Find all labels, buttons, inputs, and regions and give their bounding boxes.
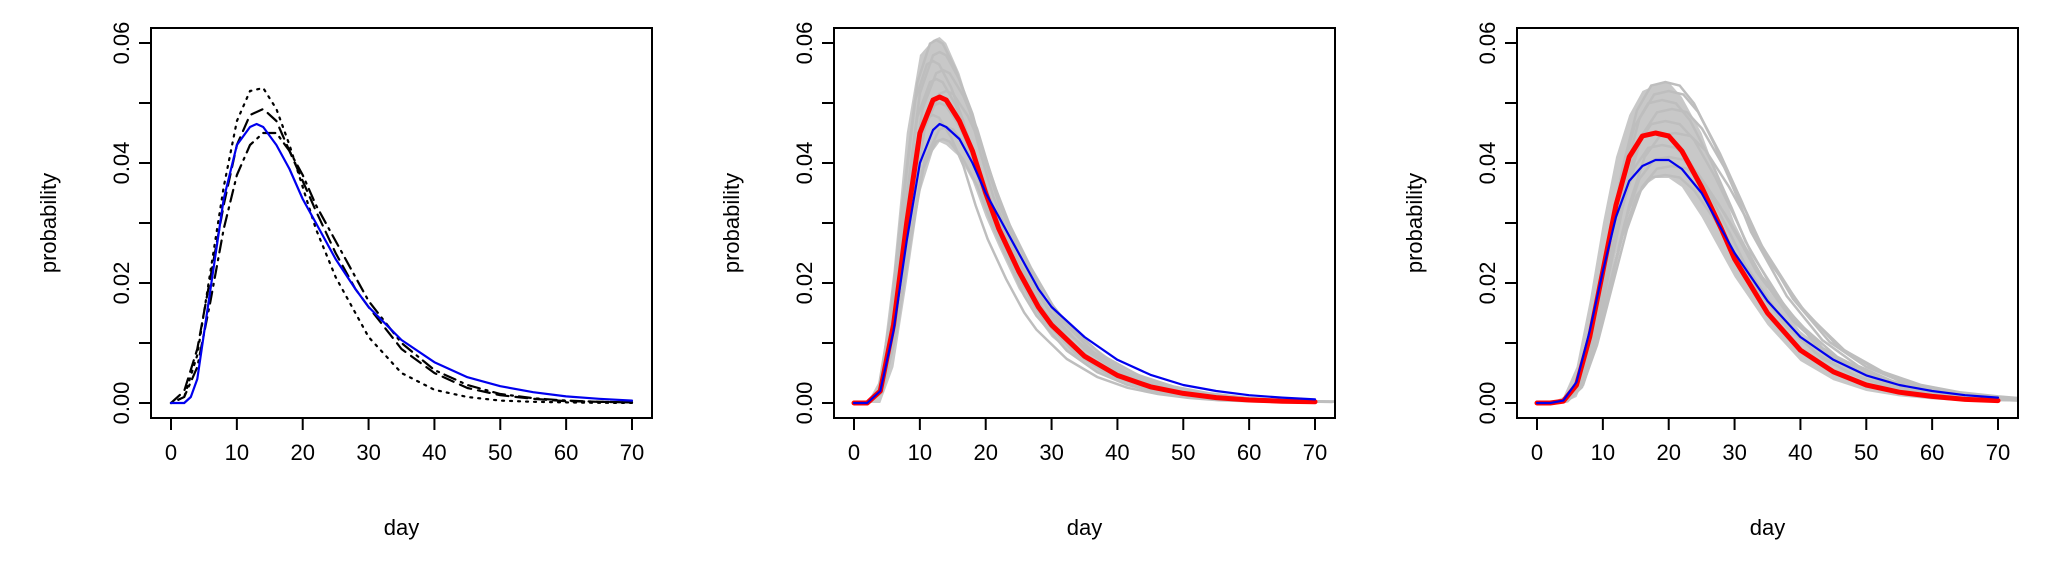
x-tick-label: 70 (620, 440, 644, 465)
series-group (169, 86, 634, 405)
panel-3: 0 10 20 30 40 50 60 70 0.00 0.02 0.04 0.06 day probab… (1402, 22, 2019, 540)
y-tick-label: 0.02 (792, 262, 817, 305)
x-tick-label: 50 (1854, 440, 1878, 465)
y-axis-title: probability (36, 173, 61, 273)
y-tick-label: 0.00 (1475, 382, 1500, 425)
series-line-dotdash-2 (169, 131, 634, 405)
y-tick-label: 0.02 (1475, 262, 1500, 305)
panel-2: 0 10 20 30 40 50 60 70 0.00 0.02 0.04 0.06 day probab… (719, 22, 1336, 540)
x-tick-label: 60 (1920, 440, 1944, 465)
x-tick-label: 30 (356, 440, 380, 465)
series-group (1534, 130, 2001, 406)
y-tick-label: 0.06 (1475, 22, 1500, 65)
y-axis-title: probability (719, 173, 744, 273)
x-tick-label: 30 (1039, 440, 1063, 465)
ensemble-band (854, 37, 1315, 403)
y-tick-label: 0.02 (109, 262, 134, 305)
x-tick-label: 0 (165, 440, 177, 465)
y-tick-label: 0.06 (792, 22, 817, 65)
y-tick-label: 0.04 (792, 142, 817, 185)
x-tick-label: 0 (1531, 440, 1543, 465)
x-tick-label: 70 (1986, 440, 2010, 465)
x-tick-label: 50 (488, 440, 512, 465)
y-tick-label: 0.00 (792, 382, 817, 425)
ensemble-curve (854, 113, 1280, 405)
ensemble-group (1537, 80, 2018, 405)
x-tick-label: 10 (908, 440, 932, 465)
series-line-dashed-1 (169, 107, 634, 405)
x-tick-label: 20 (973, 440, 997, 465)
x-axis-title: day (1067, 515, 1102, 540)
x-tick-label: 10 (225, 440, 249, 465)
series-line-solid-1 (1535, 158, 2000, 405)
y-tick-label: 0.06 (109, 22, 134, 65)
x-axis-title: day (384, 515, 419, 540)
ensemble-curve (1537, 107, 2018, 405)
series-line-solid-3 (169, 122, 634, 405)
series-line-dotted-0 (169, 86, 634, 405)
series-group (851, 94, 1318, 406)
series-line-solid-0 (1534, 130, 2001, 406)
y-tick-label: 0.00 (109, 382, 134, 425)
x-tick-label: 40 (422, 440, 446, 465)
x-tick-label: 20 (290, 440, 314, 465)
ensemble-curve (1537, 173, 2018, 405)
x-tick-label: 30 (1722, 440, 1746, 465)
y-tick-label: 0.04 (1475, 142, 1500, 185)
x-tick-label: 50 (1171, 440, 1195, 465)
x-tick-label: 60 (1237, 440, 1261, 465)
x-tick-label: 20 (1656, 440, 1680, 465)
series-line-solid-1 (852, 122, 1317, 405)
x-tick-label: 10 (1591, 440, 1615, 465)
ensemble-curve (854, 125, 1335, 405)
y-axis-title: probability (1402, 173, 1427, 273)
series-line-solid-0 (851, 94, 1318, 406)
x-axis-title: day (1750, 515, 1785, 540)
panel-1: 0 10 20 30 40 50 60 70 0.00 0.02 0.04 0.06 day probab… (36, 22, 653, 540)
x-tick-label: 0 (848, 440, 860, 465)
y-tick-label: 0.04 (109, 142, 134, 185)
x-tick-label: 40 (1788, 440, 1812, 465)
x-tick-label: 70 (1303, 440, 1327, 465)
x-tick-label: 60 (554, 440, 578, 465)
x-tick-label: 40 (1105, 440, 1129, 465)
